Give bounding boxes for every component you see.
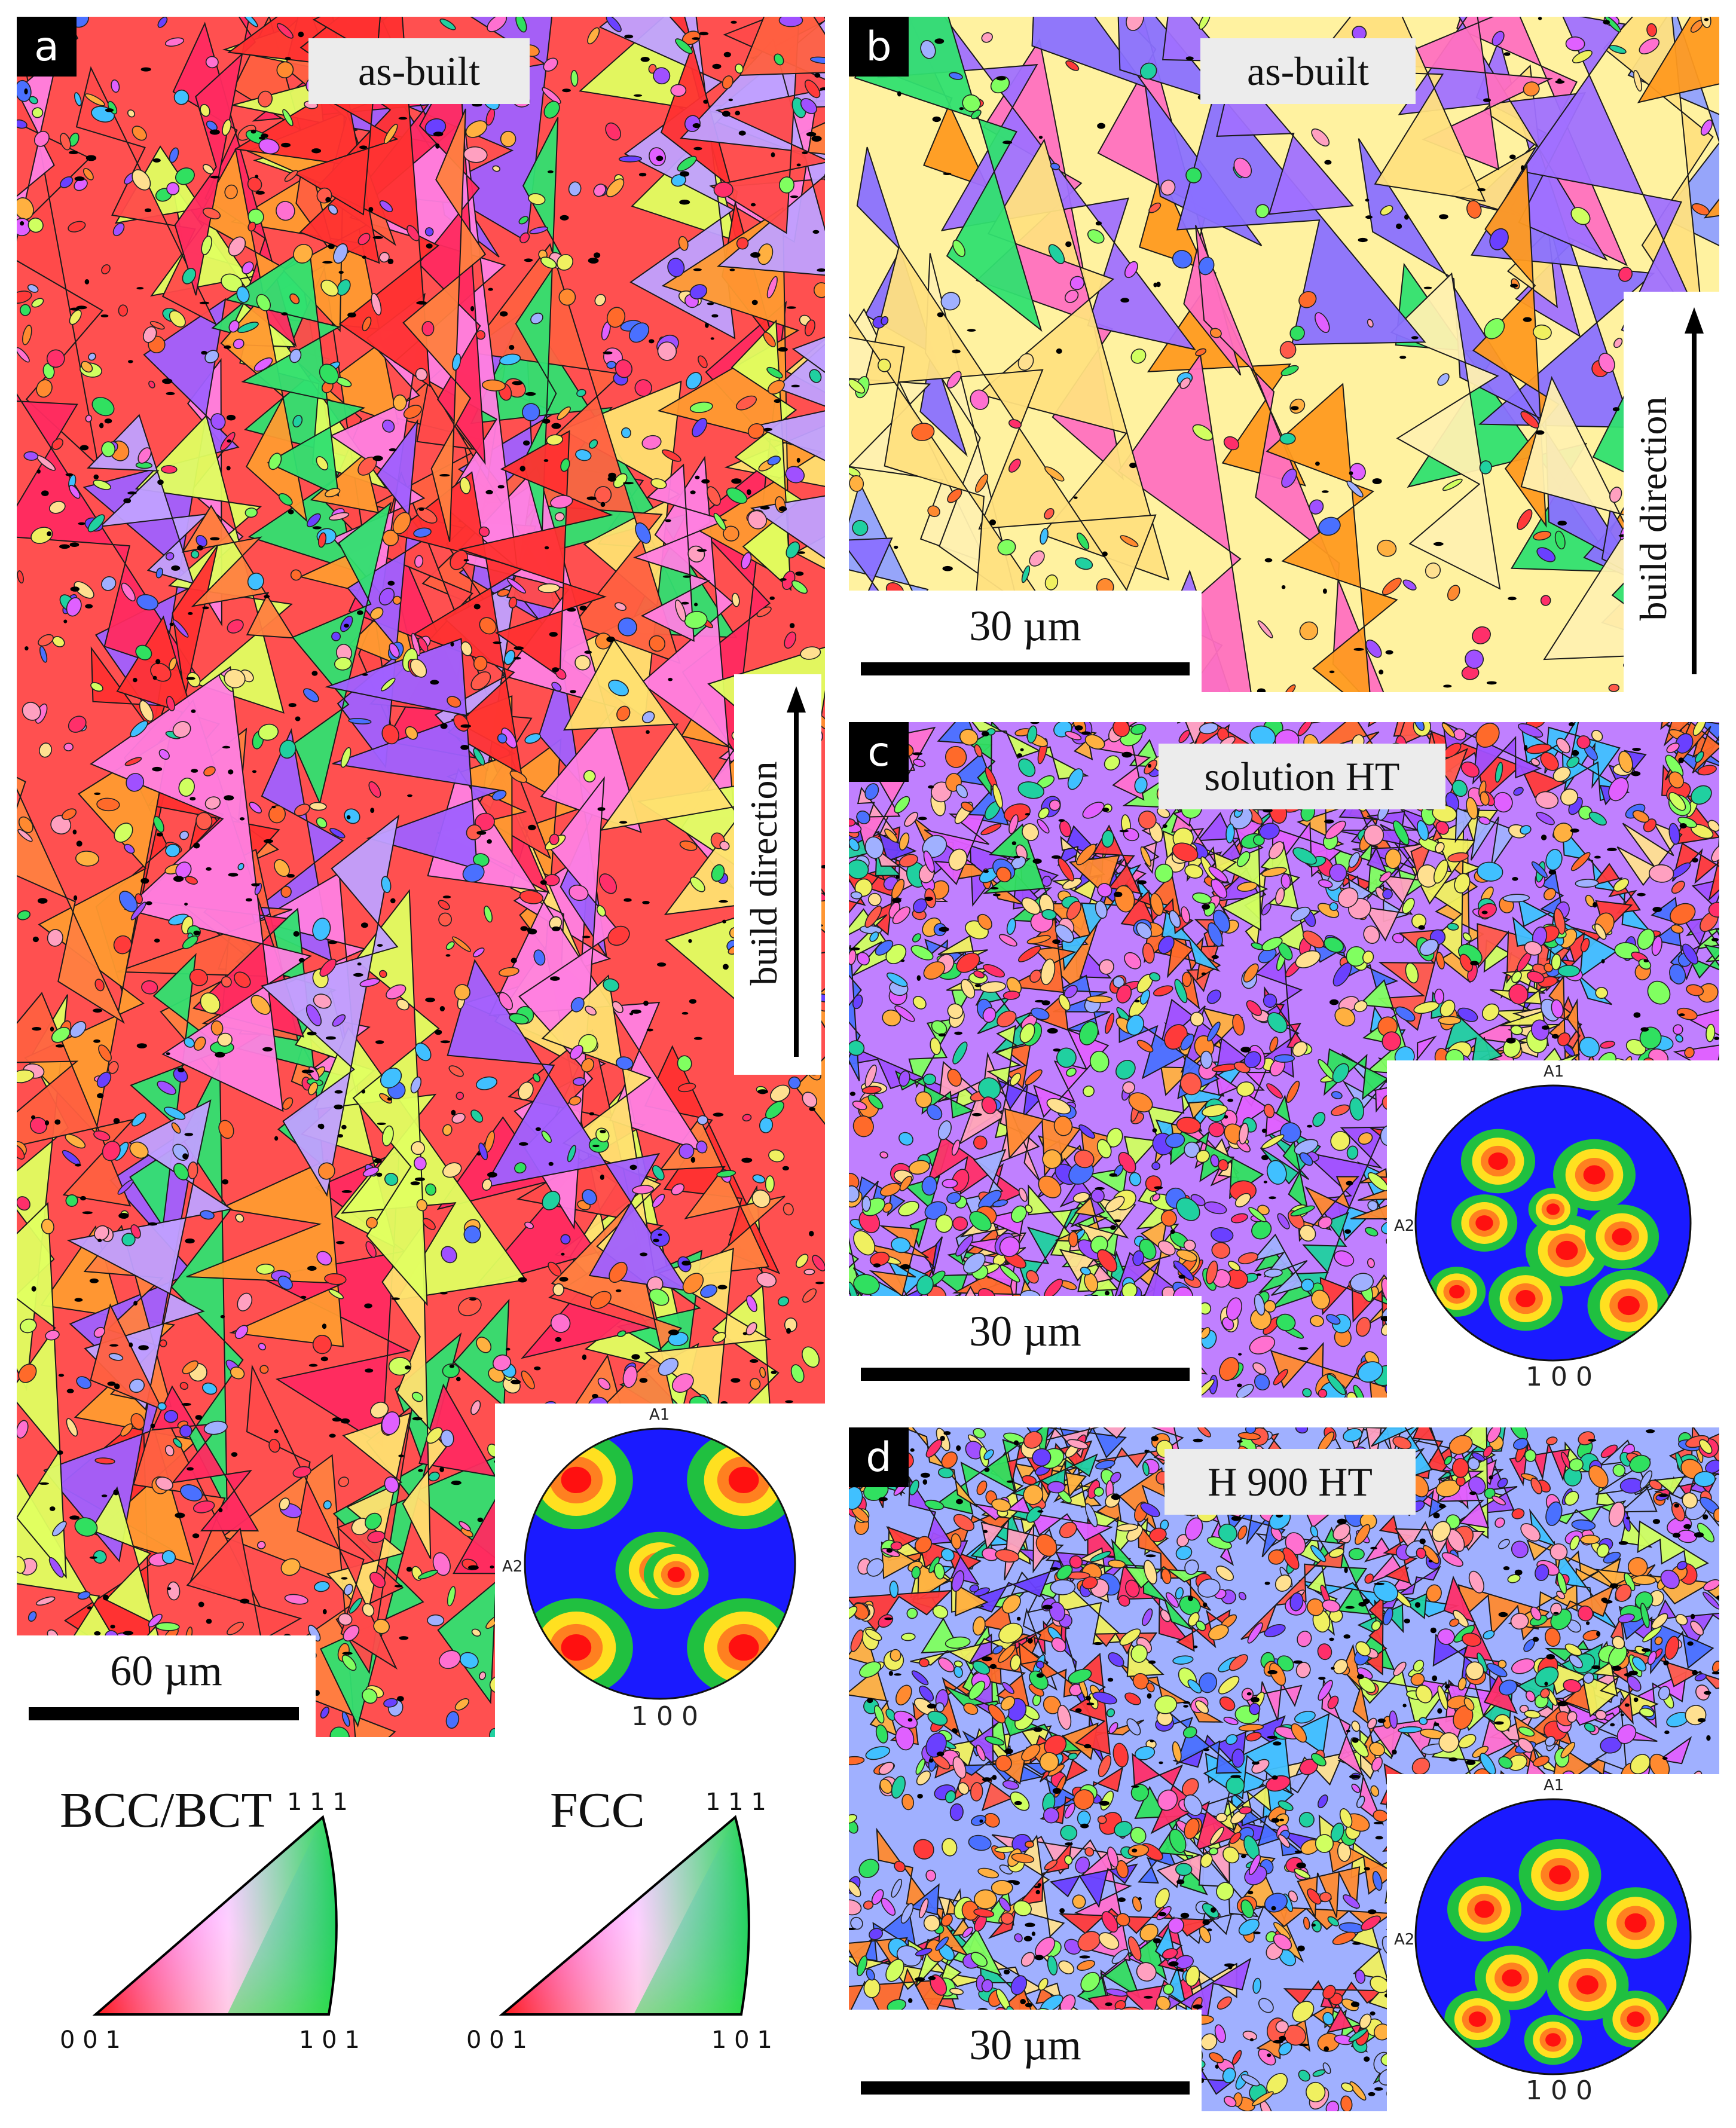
scale-bar-label: 60 µm bbox=[110, 1647, 222, 1695]
ebsd-map-as-built-large: a as-built build direction 60 µm A1 A2 1… bbox=[17, 17, 825, 1737]
condition-label-solution-ht: solution HT bbox=[1159, 744, 1445, 809]
panel-label-a: a bbox=[17, 17, 77, 77]
pole-figure bbox=[1414, 1084, 1692, 1362]
pole-figure-100-label: 1 0 0 bbox=[631, 1701, 698, 1732]
scale-bar: 60 µm bbox=[17, 1635, 316, 1737]
scale-bar-label: 30 µm bbox=[969, 602, 1081, 650]
build-direction-box: build direction bbox=[734, 674, 821, 1075]
pole-figure bbox=[524, 1427, 796, 1700]
condition-label-as-built: as-built bbox=[1200, 38, 1416, 104]
ipf-legend-bcc-bct: BCC/BCT 1 1 1 0 0 1 1 0 1 bbox=[48, 1763, 407, 2074]
pole-figure-a1-label: A1 bbox=[1544, 1777, 1564, 1794]
scale-bar: 30 µm bbox=[849, 591, 1202, 692]
build-direction-label: build direction bbox=[1632, 396, 1674, 621]
scale-bar-label: 30 µm bbox=[969, 2021, 1081, 2069]
build-direction-arrow bbox=[787, 686, 806, 1057]
ipf-color-triangle bbox=[92, 1815, 338, 2016]
ebsd-map-solution-ht: c solution HT 30 µm A1 A2 1 0 0 bbox=[849, 722, 1719, 1398]
pole-figure-100-label: 1 0 0 bbox=[1526, 1362, 1593, 1392]
legend-corner-111: 1 1 1 bbox=[705, 1788, 766, 1816]
pole-figure-a1-label: A1 bbox=[1544, 1063, 1564, 1081]
scale-bar-line bbox=[29, 1707, 299, 1720]
pole-figure-box: A1 A2 1 0 0 bbox=[1387, 1060, 1719, 1398]
scale-bar: 30 µm bbox=[849, 2010, 1202, 2111]
scale-bar-label: 30 µm bbox=[969, 1307, 1081, 1355]
pole-figure-a1-label: A1 bbox=[649, 1406, 670, 1424]
build-direction-arrow bbox=[1685, 307, 1704, 674]
legend-title: FCC bbox=[550, 1782, 645, 1838]
ipf-color-triangle bbox=[499, 1815, 750, 2016]
scale-bar-line bbox=[861, 662, 1190, 675]
pole-figure-a2-label: A2 bbox=[1394, 1931, 1415, 1949]
pole-figure-box: A1 A2 1 0 0 bbox=[1387, 1774, 1719, 2111]
condition-label-h900-ht: H 900 HT bbox=[1165, 1449, 1416, 1515]
scale-bar: 30 µm bbox=[849, 1296, 1202, 1398]
ipf-orientation-map bbox=[849, 17, 1719, 692]
legend-corner-001: 0 0 1 bbox=[60, 2026, 121, 2054]
panel-label-c: c bbox=[849, 722, 909, 782]
pole-figure-box: A1 A2 1 0 0 bbox=[495, 1404, 825, 1737]
legend-corner-101: 1 0 1 bbox=[711, 2026, 772, 2054]
ipf-legend-fcc: FCC 1 1 1 0 0 1 1 0 1 bbox=[442, 1763, 813, 2074]
legend-corner-101: 1 0 1 bbox=[299, 2026, 360, 2054]
legend-corner-001: 0 0 1 bbox=[466, 2026, 527, 2054]
pole-figure bbox=[1414, 1798, 1692, 2075]
legend-corner-111: 1 1 1 bbox=[287, 1788, 348, 1816]
pole-figure-a2-label: A2 bbox=[1394, 1217, 1415, 1235]
pole-figure-100-label: 1 0 0 bbox=[1526, 2075, 1593, 2106]
scale-bar-line bbox=[861, 1368, 1190, 1381]
condition-label-as-built: as-built bbox=[308, 38, 530, 104]
legend-title: BCC/BCT bbox=[60, 1782, 272, 1838]
ebsd-map-h900-ht: d H 900 HT 30 µm A1 A2 1 0 0 bbox=[849, 1427, 1719, 2111]
pole-figure-a2-label: A2 bbox=[502, 1558, 523, 1576]
panel-label-d: d bbox=[849, 1427, 909, 1487]
build-direction-box: build direction bbox=[1624, 292, 1719, 692]
panel-label-b: b bbox=[849, 17, 909, 77]
scale-bar-line bbox=[861, 2081, 1190, 2095]
ipf-orientation-map bbox=[849, 722, 1719, 1398]
ebsd-map-as-built-zoom: b as-built build direction 30 µm bbox=[849, 17, 1719, 692]
build-direction-label: build direction bbox=[742, 761, 785, 986]
